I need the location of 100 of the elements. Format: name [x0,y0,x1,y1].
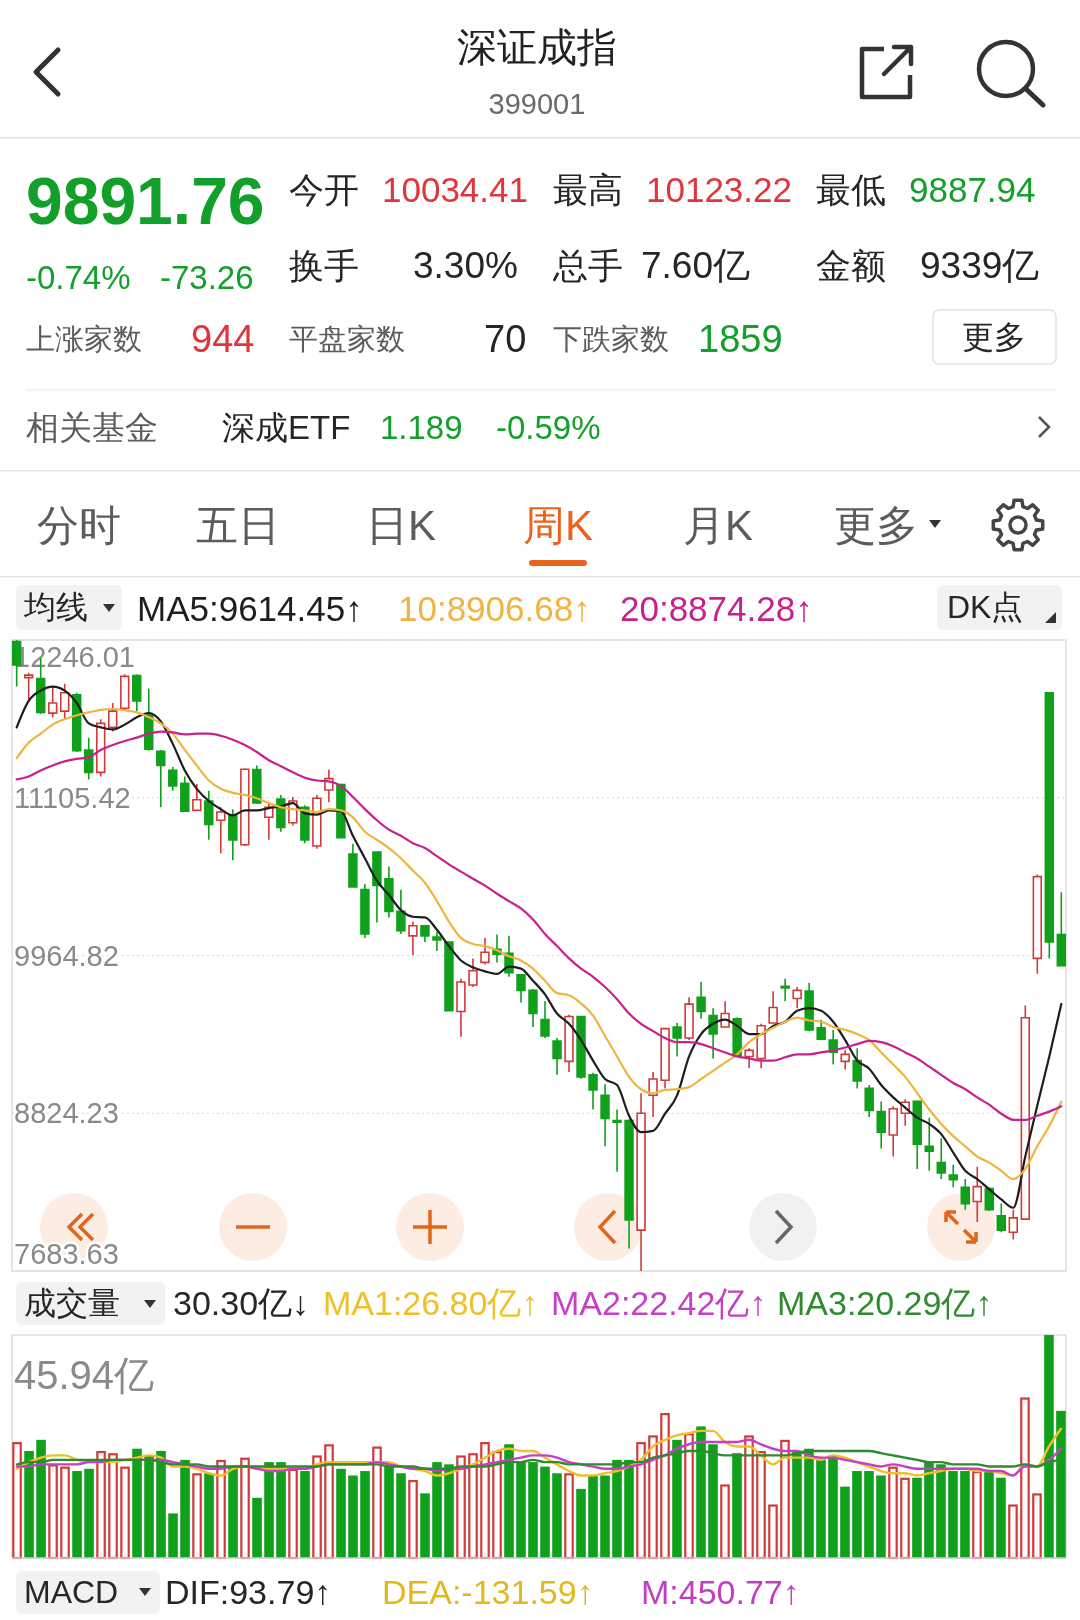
text: MA2:22.42亿↑ [551,1284,767,1322]
bar [276,1462,286,1558]
text: 9887.94 [909,169,1036,209]
text: 成交量 [24,1285,120,1321]
bar [648,1435,658,1560]
bar [492,1450,502,1560]
bar [528,1462,538,1558]
text: 五日 [196,501,280,549]
text: 周K [522,501,594,549]
bar [96,1450,106,1560]
text: 总手 [552,245,623,285]
bar [1020,1397,1030,1560]
bar [936,1464,946,1558]
bar [816,1459,826,1558]
text: 最低 [816,169,886,209]
bar [876,1475,886,1558]
y-tick-label: 7683.63 [14,1238,119,1270]
bar [708,1444,718,1558]
bar [744,1435,754,1560]
bar [384,1466,394,1558]
bar [456,1455,466,1560]
bar [240,1457,250,1560]
bar [24,1450,34,1558]
bar [864,1471,874,1558]
bar [444,1464,454,1558]
bar [156,1450,166,1558]
text: 7.60亿 [641,244,751,286]
bar [372,1446,382,1560]
text: 399001 [488,88,586,120]
y-tick-label: 8824.23 [14,1097,119,1130]
bar [768,1504,778,1560]
text: 10:8906.68↑ [398,588,591,628]
bar [972,1471,982,1560]
text: DEA:-131.59↑ [382,1573,594,1611]
bar [540,1466,550,1558]
text: MA1:26.80亿↑ [323,1284,539,1322]
bar [1044,1335,1054,1558]
text: -73.26 [160,258,254,296]
bar [1008,1504,1018,1560]
bar [108,1453,118,1560]
text: 日K [365,501,437,549]
bar [612,1459,622,1558]
bar [804,1448,814,1558]
bar [348,1475,358,1558]
bar [732,1453,742,1558]
bar [468,1453,478,1560]
text: -0.74% [26,258,131,296]
bar [432,1462,442,1558]
bar [228,1466,238,1558]
text: MACD [24,1574,119,1610]
bar [84,1468,94,1558]
text: 70 [484,318,527,360]
bar [624,1459,634,1558]
text: 平盘家数 [289,323,405,355]
text: 深成ETF [222,408,351,446]
text: 更多 [962,319,1026,355]
text: M:450.77↑ [641,1573,800,1611]
bar [252,1497,262,1558]
bar [552,1473,562,1558]
bar [204,1473,214,1558]
text: MA3:20.29亿↑ [777,1284,993,1322]
bar [360,1471,370,1558]
bar [312,1455,322,1560]
text: 更多 [834,501,918,549]
bar [36,1439,46,1558]
bar [72,1471,82,1558]
text: 9891.76 [26,164,265,238]
bar [912,1477,922,1558]
bar [756,1450,766,1560]
bar [900,1477,910,1560]
text: DK点 [947,589,1024,625]
bar [516,1462,526,1558]
bar [324,1444,334,1560]
bar [576,1488,586,1558]
bar [408,1479,418,1560]
text: 分时 [37,501,121,549]
bar [696,1426,706,1558]
bar [396,1473,406,1558]
bar [216,1459,226,1560]
bar [720,1484,730,1560]
text: 30.30亿↓ [173,1284,310,1322]
text: 9339亿 [920,244,1040,286]
bar [60,1466,70,1560]
bar [600,1475,610,1558]
bar [480,1442,490,1560]
bar [264,1462,274,1558]
text: 换手 [289,245,359,285]
bar [504,1444,514,1558]
bar [1056,1410,1066,1558]
text: 金额 [816,245,886,285]
text: 1.189 [380,408,463,446]
text: MA5:9614.45↑ [137,588,363,628]
text: DIF:93.79↑ [165,1573,332,1611]
bar [996,1477,1006,1558]
text: 3.30% [413,244,518,286]
bar [660,1413,670,1560]
annotation: 45.94亿 [14,1353,155,1397]
bar [852,1471,862,1558]
bar [180,1459,190,1558]
bar [144,1455,154,1558]
